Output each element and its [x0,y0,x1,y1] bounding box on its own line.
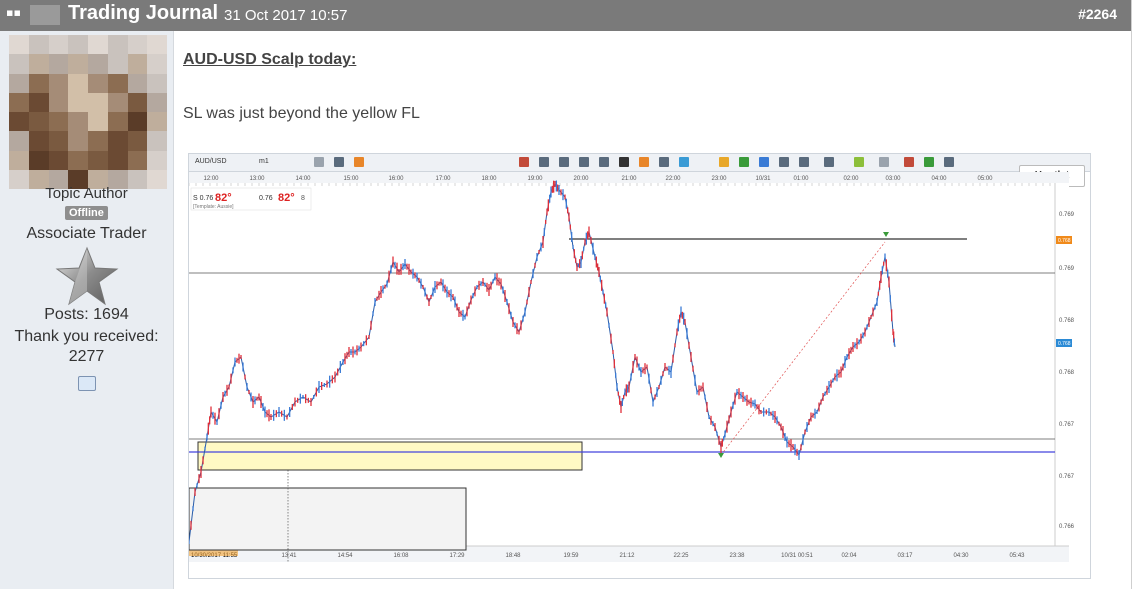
author-role: Topic Author [45,185,128,202]
symbol-selector[interactable]: AUD/USD [195,158,227,165]
sell-quote: S 0.76 [193,195,213,202]
post-header-bar: ▪▪ Trading Journal 31 Oct 2017 10:57 #22… [0,0,1131,31]
time-label-top: 10/31 [755,176,771,182]
time-label-top: 05:00 [977,176,993,182]
time-label-bottom: 13:41 [281,553,297,559]
chart-tool-icon[interactable] [824,157,834,167]
time-label-bottom: 10/31 00:51 [781,553,813,559]
chart-tool-icon[interactable] [599,157,609,167]
time-label-top: 20:00 [573,176,589,182]
post-number-link[interactable]: #2264 [1078,6,1117,22]
chart-tool-icon[interactable] [879,157,889,167]
time-label-bottom: 21:12 [619,553,635,559]
thanks-count: 2277 [68,348,105,365]
chart-tool-icon[interactable] [334,157,344,167]
time-label-top: 04:00 [931,176,947,182]
chart-tool-icon[interactable] [799,157,809,167]
sell-pips: 82° [215,192,232,204]
price-label: 0.769 [1059,266,1075,272]
post-content: AUD-USD Scalp today: SL was just beyond … [174,31,1131,589]
time-label-top: 16:00 [388,176,404,182]
time-label-bottom: 23:38 [729,553,745,559]
chart-tool-icon[interactable] [679,157,689,167]
time-label-top: 13:00 [249,176,265,182]
time-label-top: 23:00 [711,176,727,182]
price-label: 0.769 [1059,212,1075,218]
price-marker: 0.768 [1058,341,1071,347]
chart-tool-icon[interactable] [944,157,954,167]
rank-star-icon [55,246,119,306]
time-label-bottom: 18:48 [505,553,521,559]
pin-icon[interactable]: ▪▪ [6,6,21,19]
chart-tool-icon[interactable] [619,157,629,167]
time-label-bottom: 16:08 [393,553,409,559]
timeframe-selector[interactable]: m1 [259,158,269,165]
price-trace [189,183,896,543]
chart-tool-icon[interactable] [314,157,324,167]
price-label: 0.767 [1059,422,1075,428]
frame-border [1131,0,1132,589]
chart-tool-icon[interactable] [659,157,669,167]
time-label-bottom: 19:59 [563,553,579,559]
chart-tool-icon[interactable] [579,157,589,167]
chart-tool-icon[interactable] [779,157,789,167]
avatar[interactable] [9,35,167,189]
price-marker: 0.768 [1058,238,1071,244]
author-rank: Associate Trader [26,225,147,242]
avatar-thumbnail [30,5,60,25]
chart-tool-icon[interactable] [559,157,569,167]
chart-tool-icon[interactable] [719,157,729,167]
time-label-top: 02:00 [843,176,859,182]
time-label-bottom: 17:29 [449,553,465,559]
time-label-top: 18:00 [481,176,497,182]
price-label: 0.768 [1059,318,1075,324]
candlestick-plot: 12:00 13:00 14:00 15:00 16:00 17:00 18:00 19:00… [189,172,1075,562]
time-label-bottom: 03:17 [897,553,913,559]
time-label-bottom: 14:54 [337,553,353,559]
time-label-bottom: 02:04 [841,553,857,559]
speech-bubble-icon[interactable] [78,376,96,391]
author-thanks: Thank you received: 2277 [0,327,173,367]
author-panel: Topic Author Offline Associate Trader Po… [0,31,174,589]
author-posts: Posts: 1694 [44,306,129,323]
buy-pips: 82° [278,192,295,204]
chart-tool-icon[interactable] [854,157,864,167]
time-label-top: 17:00 [435,176,451,182]
buy-quote: 0.76 [259,195,273,202]
thanks-label: Thank you received: [14,328,159,345]
time-label-top: 22:00 [665,176,681,182]
price-label: 0.766 [1059,524,1075,530]
price-label: 0.768 [1059,370,1075,376]
time-label-top: 19:00 [527,176,543,182]
post-date: 31 Oct 2017 10:57 [224,7,348,24]
topic-title[interactable]: Trading Journal [68,2,219,24]
chart-tool-icon[interactable] [904,157,914,167]
chart-tool-icon[interactable] [924,157,934,167]
chart-tool-icon[interactable] [759,157,769,167]
time-label-top: 03:00 [885,176,901,182]
post-heading: AUD-USD Scalp today: [183,51,357,68]
price-label: 0.767 [1059,474,1075,480]
time-label-top: 12:00 [203,176,219,182]
buy-frac: 8 [301,195,305,202]
time-label-bottom: 05:43 [1009,553,1025,559]
chart-toolbar: AUD/USD m1 [189,154,1090,172]
chart-tool-icon[interactable] [739,157,749,167]
chart-tool-icon[interactable] [354,157,364,167]
post-body: SL was just beyond the yellow FL [183,105,420,122]
time-label-bottom: 04:30 [953,553,969,559]
chart-tool-icon[interactable] [539,157,549,167]
status-badge: Offline [65,206,108,220]
time-label-top: 14:00 [295,176,311,182]
time-label-top: 01:00 [793,176,809,182]
time-label-bottom: 22:25 [673,553,689,559]
chart-tool-icon[interactable] [519,157,529,167]
price-chart-image: AUD/USD m1 Hootlet 12:0013:0014:0015:001… [188,153,1091,579]
template-label: [Template: Aussie] [193,204,234,210]
time-label-top: 15:00 [343,176,359,182]
chart-tool-icon[interactable] [639,157,649,167]
time-label-top: 21:00 [621,176,637,182]
